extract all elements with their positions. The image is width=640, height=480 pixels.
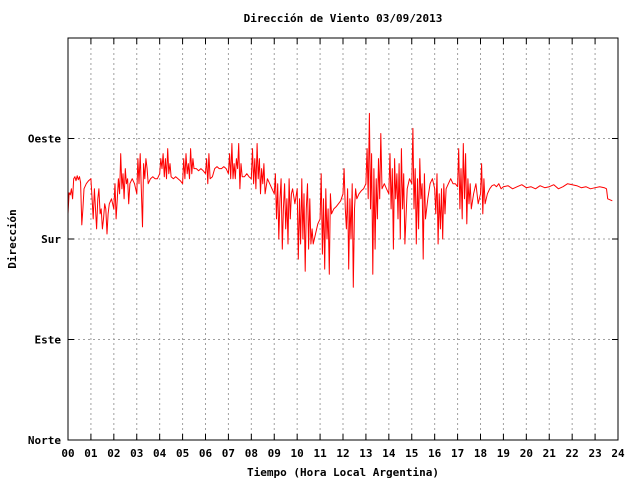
- x-tick-label: 03: [130, 447, 143, 460]
- x-tick-label: 09: [268, 447, 281, 460]
- x-tick-label: 06: [199, 447, 213, 460]
- x-tick-label: 04: [153, 447, 167, 460]
- x-tick-label: 07: [222, 447, 235, 460]
- x-tick-label: 01: [84, 447, 98, 460]
- x-tick-label: 18: [474, 447, 487, 460]
- x-tick-label: 23: [588, 447, 601, 460]
- x-tick-label: 14: [382, 447, 396, 460]
- y-tick-label: Oeste: [28, 133, 61, 146]
- x-tick-label: 13: [359, 447, 372, 460]
- x-tick-label: 19: [497, 447, 510, 460]
- y-axis-ticks: Norte Este Sur Oeste: [28, 133, 618, 447]
- x-tick-label: 11: [313, 447, 327, 460]
- chart-title: Dirección de Viento 03/09/2013: [244, 12, 443, 25]
- y-tick-label: Norte: [28, 434, 61, 447]
- x-tick-label: 12: [336, 447, 349, 460]
- x-tick-label: 00: [61, 447, 74, 460]
- grid-lines: [68, 38, 618, 440]
- x-tick-label: 02: [107, 447, 120, 460]
- x-tick-label: 16: [428, 447, 442, 460]
- x-tick-label: 22: [566, 447, 579, 460]
- x-tick-label: 15: [405, 447, 418, 460]
- x-tick-label: 05: [176, 447, 189, 460]
- y-tick-label: Sur: [41, 233, 61, 246]
- x-axis-label: Tiempo (Hora Local Argentina): [247, 466, 439, 479]
- x-tick-label: 08: [245, 447, 258, 460]
- x-tick-label: 17: [451, 447, 464, 460]
- x-axis-ticks: 00 01 02 03 04 05 06 07 08 09 10 11 12 13 14 15 16 17 18 19…: [61, 38, 625, 460]
- x-tick-label: 10: [291, 447, 304, 460]
- y-tick-label: Este: [35, 334, 62, 347]
- x-tick-label: 21: [543, 447, 557, 460]
- x-tick-label: 20: [520, 447, 533, 460]
- x-tick-label: 24: [611, 447, 625, 460]
- series-line: [67, 112, 613, 288]
- y-axis-label: Dirección: [6, 209, 19, 269]
